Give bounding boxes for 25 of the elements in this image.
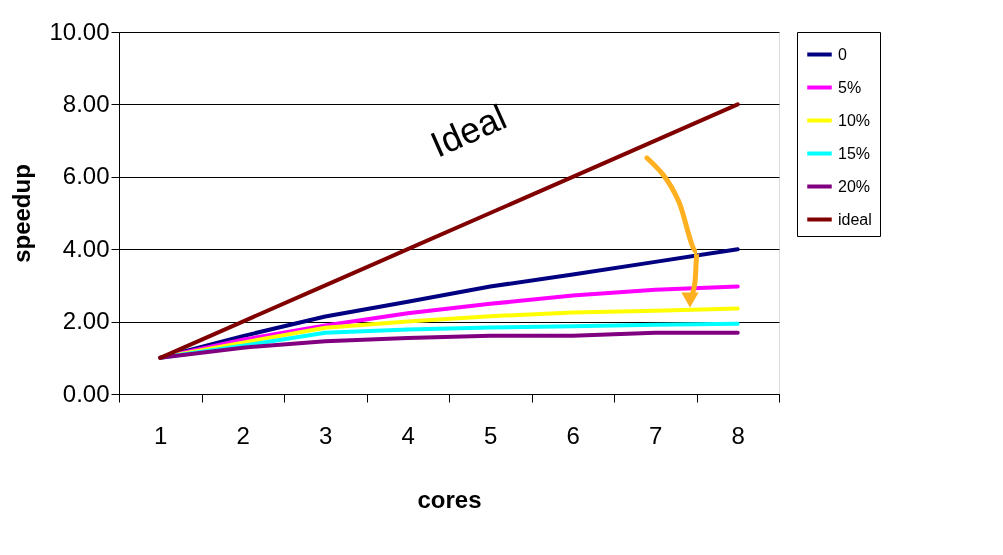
x-tick-label: 7 — [649, 421, 663, 449]
legend-label: 15% — [838, 144, 871, 162]
legend-label: ideal — [838, 210, 872, 228]
y-tick-label: 8.00 — [62, 89, 110, 117]
legend-label: 5% — [838, 78, 862, 96]
y-tick-label: 0.00 — [62, 379, 110, 407]
line-series — [158, 102, 740, 360]
x-tick-label: 2 — [236, 421, 250, 449]
x-tick-label: 6 — [566, 421, 580, 449]
y-tick-label: 10.00 — [49, 17, 110, 45]
annotation: Ideal — [424, 96, 513, 166]
x-tick-label: 5 — [484, 421, 498, 449]
y-axis-title: speedup — [8, 164, 36, 263]
legend-label: 0 — [838, 45, 847, 63]
legend-label: 20% — [838, 177, 871, 195]
x-tick-label: 8 — [731, 421, 745, 449]
x-tick-label: 3 — [319, 421, 333, 449]
y-tick-label: 6.00 — [62, 162, 110, 190]
x-tick-label: 1 — [154, 421, 168, 449]
y-tick-label: 2.00 — [62, 307, 110, 335]
x-axis-title: cores — [417, 485, 482, 513]
y-tick-label: 4.00 — [62, 234, 110, 262]
x-tick-label: 4 — [401, 421, 415, 449]
line-series — [158, 330, 740, 360]
legend-label: 10% — [838, 111, 871, 129]
